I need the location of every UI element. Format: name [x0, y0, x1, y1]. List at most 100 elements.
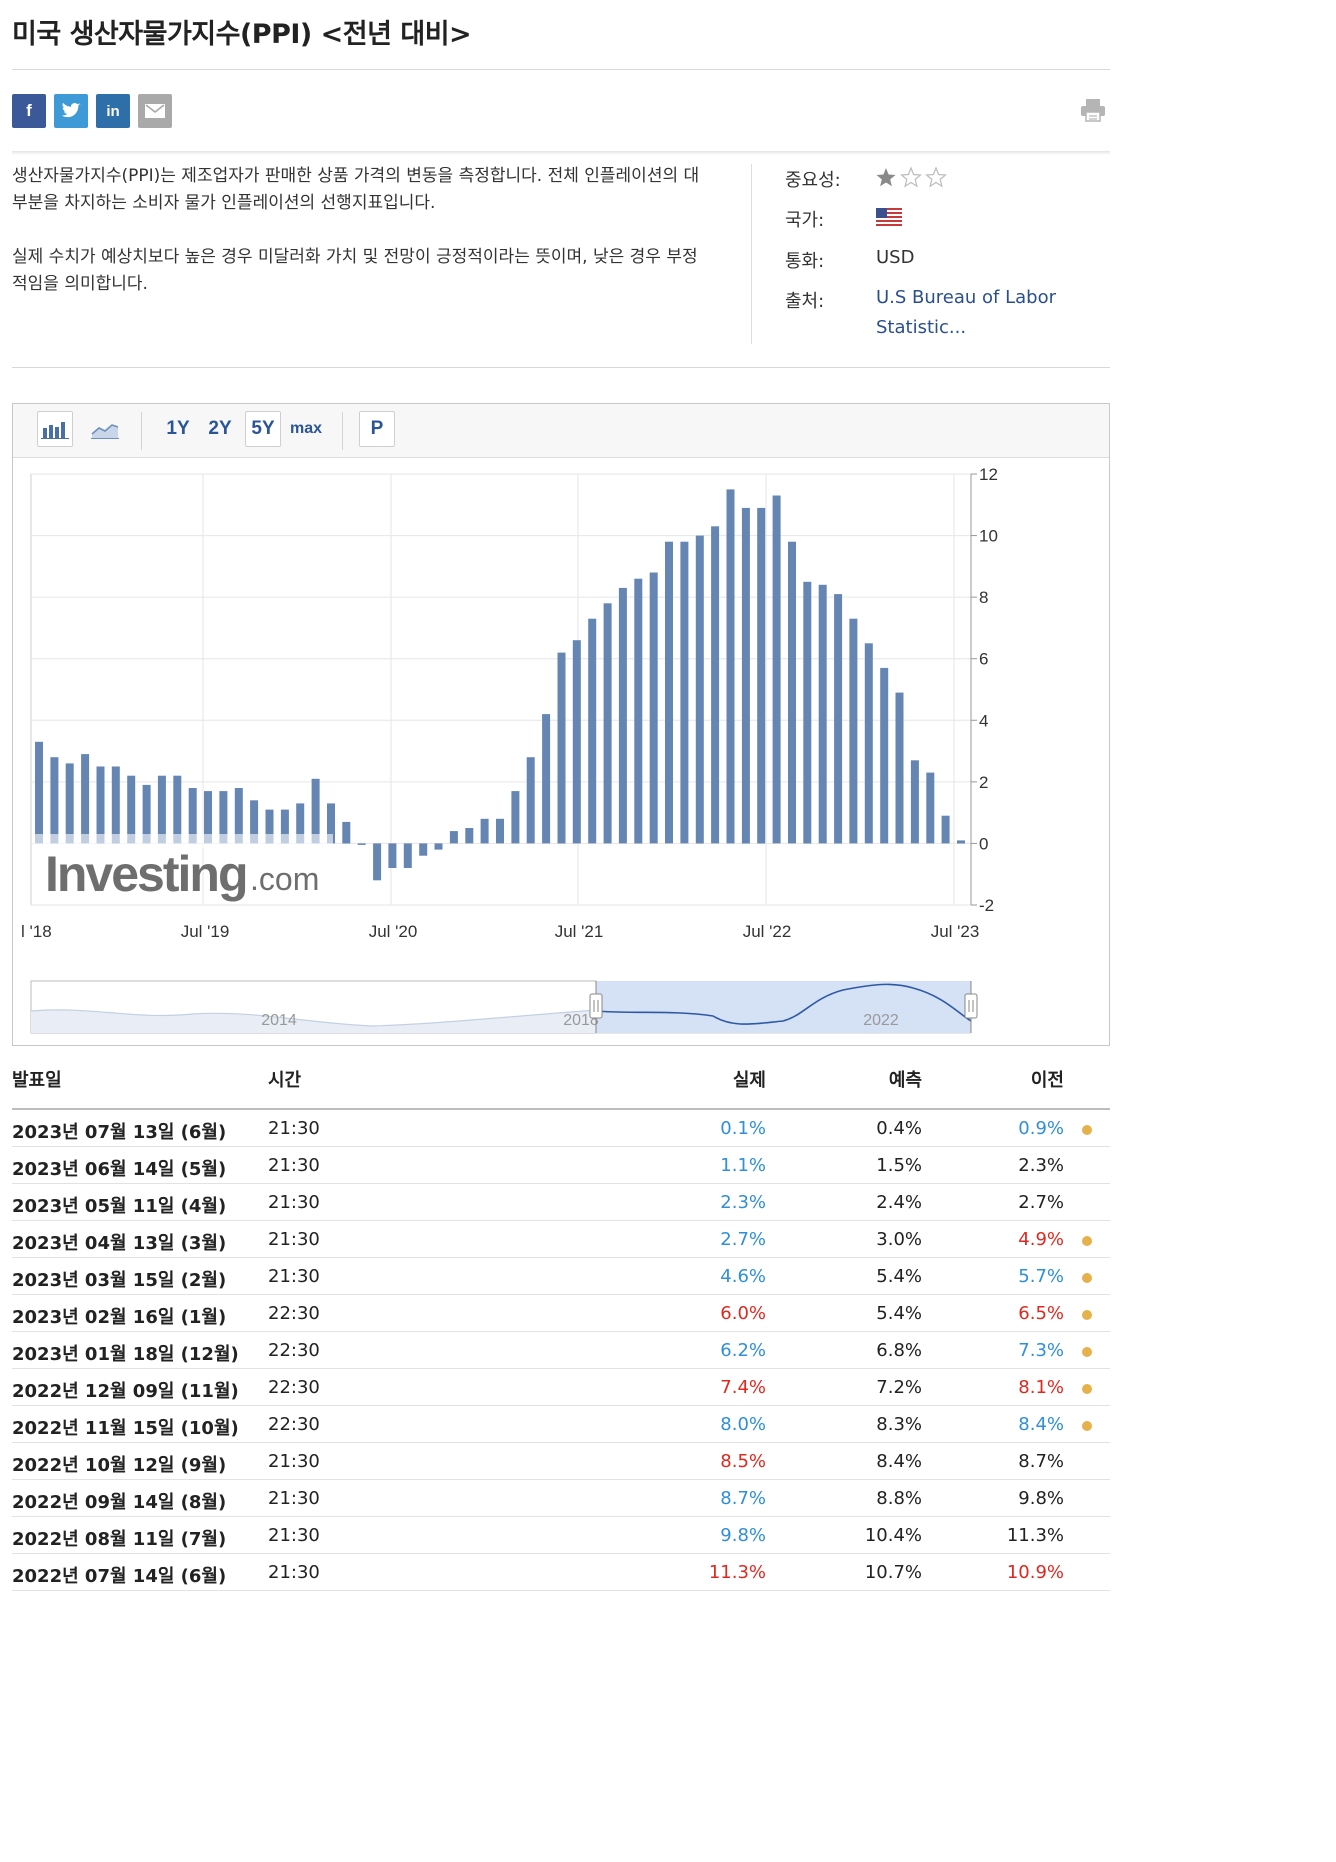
previous-value-cell: 4.9%: [1018, 1229, 1064, 1250]
revised-dot-icon[interactable]: [1082, 1125, 1092, 1135]
previous-value-cell: 8.4%: [1018, 1414, 1064, 1435]
y-tick-label: 8: [979, 588, 988, 607]
navigator-selected-line: [595, 983, 972, 1025]
chart-toolbar: 1Y 2Y 5Y max P: [13, 404, 1109, 458]
table-row: 2023년 07월 13일 (6월) 21:30 0.1% 0.4% 0.9%: [12, 1110, 1110, 1147]
data-bar: [127, 775, 136, 844]
table-row: 2023년 01월 18일 (12월) 22:30 6.2% 6.8% 7.3%: [12, 1332, 1110, 1369]
forecast-value-cell: 7.2%: [876, 1377, 922, 1398]
table-row: 2023년 04월 13일 (3월) 21:30 2.7% 3.0% 4.9%: [12, 1221, 1110, 1258]
table-row: 2023년 02월 16일 (1월) 22:30 6.0% 5.4% 6.5%: [12, 1295, 1110, 1332]
actual-value-cell: 11.3%: [708, 1562, 766, 1583]
x-tick-label: l '18: [21, 922, 52, 941]
y-tick-label: -2: [979, 896, 994, 915]
revised-dot-icon[interactable]: [1082, 1310, 1092, 1320]
data-bar: [895, 692, 904, 844]
importance-stars: [876, 166, 952, 195]
p-button[interactable]: P: [359, 411, 395, 447]
release-time-cell: 21:30: [268, 1488, 320, 1509]
data-bar: [557, 652, 566, 844]
data-bar: [81, 754, 90, 844]
data-bar: [35, 741, 43, 844]
printer-icon: [1081, 99, 1105, 122]
data-bar: [157, 775, 166, 844]
y-tick-label: 2: [979, 773, 988, 792]
currency-label: 통화:: [785, 251, 825, 272]
revised-dot-icon[interactable]: [1082, 1273, 1092, 1283]
actual-value-cell: 1.1%: [720, 1155, 766, 1176]
release-time-cell: 21:30: [268, 1118, 320, 1139]
header-forecast[interactable]: 예측: [888, 1070, 922, 1091]
forecast-value-cell: 1.5%: [876, 1155, 922, 1176]
x-tick-label: Jul '22: [743, 922, 792, 941]
release-time-cell: 21:30: [268, 1155, 320, 1176]
table-row: 2022년 07월 14일 (6월) 21:30 11.3% 10.7% 10.9%: [12, 1554, 1110, 1591]
data-bar: [65, 763, 74, 844]
twitter-share-button[interactable]: [54, 94, 88, 128]
navigator-handle[interactable]: [589, 993, 603, 1019]
forecast-value-cell: 10.4%: [864, 1525, 922, 1546]
navigator-selected-window: [596, 981, 971, 1033]
y-tick-label: 10: [979, 527, 998, 546]
data-bar: [388, 843, 397, 868]
data-bar: [634, 578, 643, 844]
data-bar: [296, 803, 305, 844]
navigator-handle[interactable]: [964, 993, 978, 1019]
data-bar: [419, 843, 428, 856]
previous-value-cell: 9.8%: [1018, 1488, 1064, 1509]
forecast-value-cell: 5.4%: [876, 1266, 922, 1287]
data-bar: [880, 667, 889, 844]
revised-dot-icon[interactable]: [1082, 1384, 1092, 1394]
data-bar: [50, 757, 59, 844]
forecast-value-cell: 0.4%: [876, 1118, 922, 1139]
data-bar: [480, 818, 489, 844]
previous-value-cell: 7.3%: [1018, 1340, 1064, 1361]
header-actual[interactable]: 실제: [732, 1070, 766, 1091]
toolbar-separator: [342, 412, 343, 450]
range-max-button[interactable]: max: [289, 420, 323, 437]
y-tick-label: 12: [979, 465, 998, 484]
release-date-cell: 2023년 02월 16일 (1월): [12, 1307, 227, 1328]
source-link[interactable]: U.S Bureau of Labor Statistic...: [876, 287, 1057, 338]
data-bar: [234, 788, 243, 844]
bar-chart-button[interactable]: [37, 411, 73, 447]
forecast-value-cell: 3.0%: [876, 1229, 922, 1250]
facebook-share-button[interactable]: f: [12, 94, 46, 128]
data-bar: [603, 603, 612, 844]
data-bar: [618, 587, 627, 844]
revised-dot-icon[interactable]: [1082, 1236, 1092, 1246]
range-5y-button[interactable]: 5Y: [245, 411, 281, 447]
linkedin-share-button[interactable]: in: [96, 94, 130, 128]
revised-dot-icon[interactable]: [1082, 1347, 1092, 1357]
range-1y-button[interactable]: 1Y: [166, 418, 190, 439]
data-bar: [726, 489, 735, 844]
data-bar: [142, 784, 151, 844]
header-release-date[interactable]: 발표일: [12, 1070, 62, 1091]
previous-value-cell: 11.3%: [1006, 1525, 1064, 1546]
print-button[interactable]: [1080, 98, 1106, 126]
header-previous[interactable]: 이전: [1030, 1070, 1064, 1091]
range-navigator[interactable]: 2014 2018 2022: [30, 980, 978, 1034]
previous-value-cell: 10.9%: [1006, 1562, 1064, 1583]
data-bar: [173, 775, 182, 844]
country-label: 국가:: [785, 210, 825, 231]
line-chart-button[interactable]: [87, 411, 123, 447]
header-time[interactable]: 시간: [268, 1070, 302, 1091]
envelope-icon: [145, 104, 165, 118]
navigator-year-label: 2022: [863, 1012, 899, 1029]
investing-watermark: Investing .com: [33, 834, 333, 902]
revised-dot-icon[interactable]: [1082, 1421, 1092, 1431]
chart-container: 1Y 2Y 5Y max P l '18 Jul '19 Jul '20 Jul '2…: [12, 403, 1110, 1046]
release-date-cell: 2022년 07월 14일 (6월): [12, 1566, 227, 1587]
y-tick-label: 4: [979, 711, 988, 730]
release-date-cell: 2022년 12월 09일 (11월): [12, 1381, 239, 1402]
range-2y-button[interactable]: 2Y: [208, 418, 232, 439]
table-row: 2023년 06월 14일 (5월) 21:30 1.1% 1.5% 2.3%: [12, 1147, 1110, 1184]
email-share-button[interactable]: [138, 94, 172, 128]
data-bar: [649, 572, 658, 844]
currency-value: USD: [876, 247, 915, 268]
data-bar: [572, 640, 581, 844]
twitter-bird-icon: [61, 102, 81, 118]
release-date-cell: 2022년 10월 12일 (9월): [12, 1455, 227, 1476]
data-bar: [757, 507, 766, 844]
